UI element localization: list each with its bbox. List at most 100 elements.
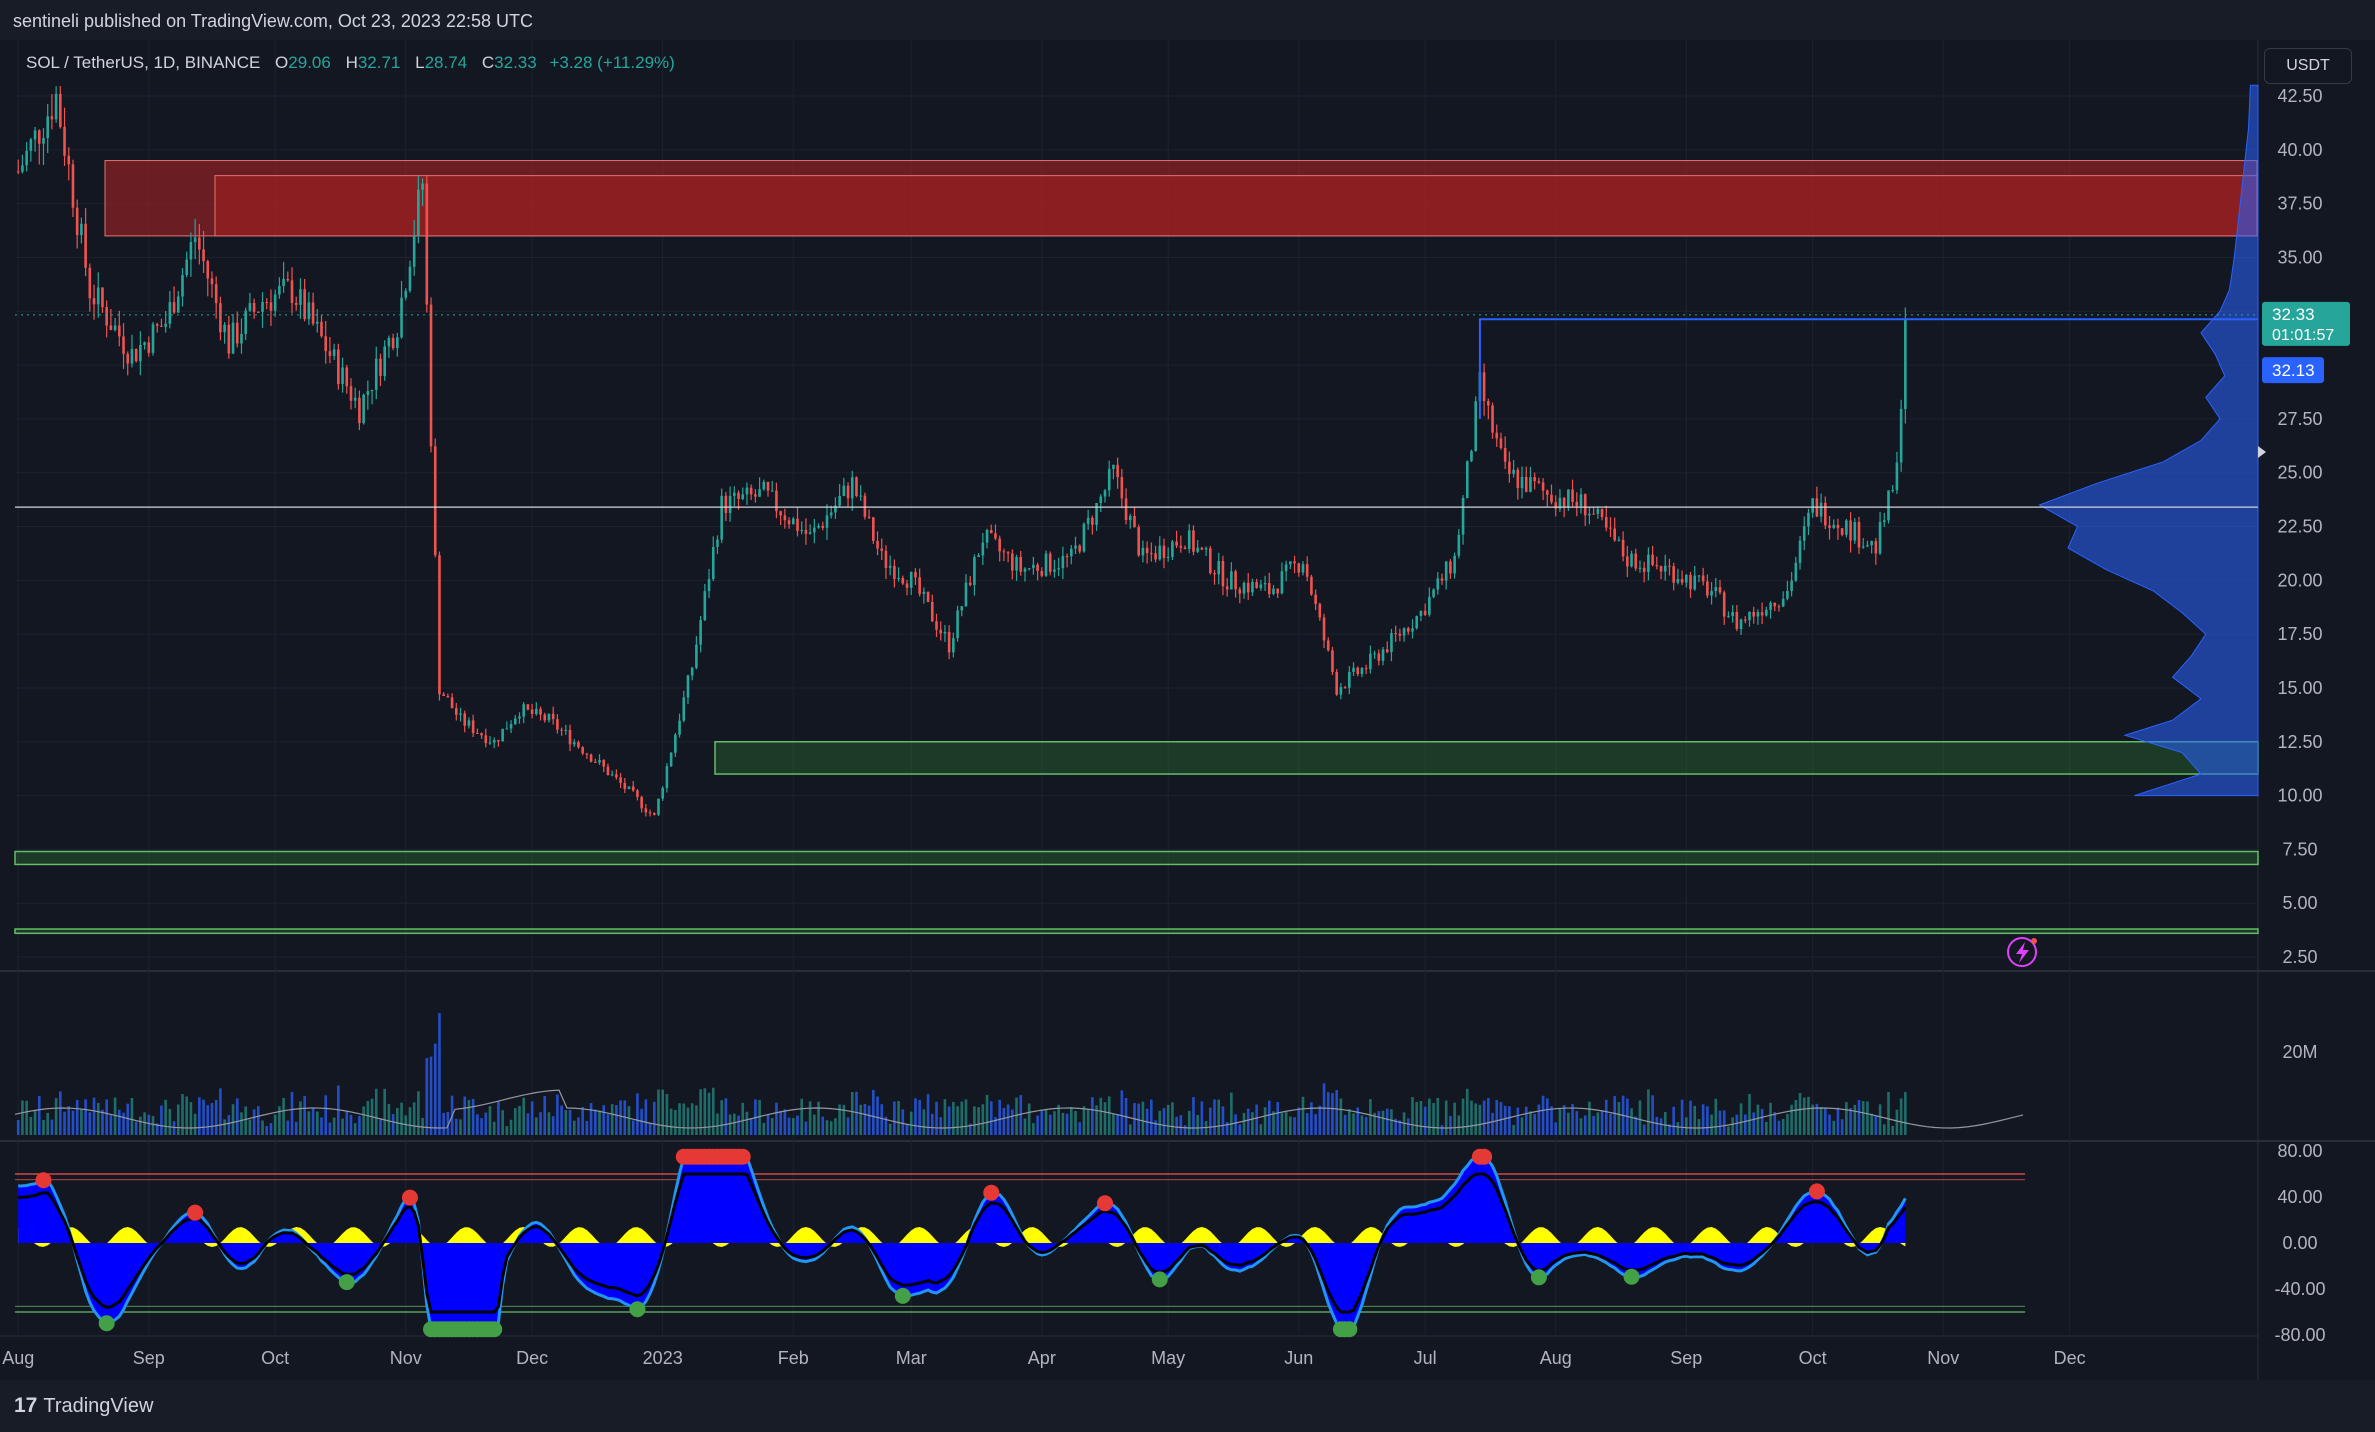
price-tick-label: 35.00 bbox=[2277, 247, 2322, 267]
volume-bar bbox=[261, 1120, 264, 1135]
volume-bar bbox=[286, 1120, 290, 1135]
volume-bar bbox=[678, 1103, 681, 1135]
candle bbox=[1659, 566, 1663, 572]
candle bbox=[876, 540, 879, 549]
volume-bar bbox=[1032, 1123, 1035, 1135]
candle bbox=[349, 386, 353, 401]
candle bbox=[724, 495, 728, 514]
candle bbox=[1562, 497, 1566, 507]
volume-bar bbox=[998, 1099, 1001, 1135]
osc-blue-area bbox=[18, 1156, 1906, 1330]
volume-bar bbox=[315, 1111, 319, 1135]
volume-bar bbox=[214, 1099, 218, 1135]
time-tick-label: Aug bbox=[2, 1348, 34, 1368]
candle bbox=[278, 286, 281, 295]
candle bbox=[1406, 628, 1410, 632]
candle bbox=[160, 325, 163, 327]
chart-svg[interactable]: 42.5040.0037.5035.0032.5030.0027.5025.00… bbox=[0, 40, 2375, 1380]
volume-bar bbox=[282, 1097, 285, 1135]
volume-bar bbox=[1339, 1098, 1343, 1135]
candle bbox=[1887, 490, 1890, 521]
volume-bar bbox=[956, 1106, 959, 1135]
volume-bar bbox=[787, 1117, 791, 1135]
volume-bar bbox=[1141, 1101, 1145, 1135]
volume-bar bbox=[1284, 1112, 1288, 1135]
volume-bar bbox=[1798, 1093, 1802, 1135]
candle bbox=[244, 310, 247, 335]
candle bbox=[50, 116, 54, 120]
tradingview-logo[interactable]: 17 TradingView bbox=[14, 1394, 153, 1418]
volume-bar bbox=[1870, 1113, 1873, 1135]
candle bbox=[1086, 517, 1090, 524]
volume-bar bbox=[307, 1111, 311, 1135]
candle bbox=[235, 322, 239, 344]
volume-bar bbox=[1819, 1107, 1823, 1135]
candle bbox=[669, 752, 673, 767]
candle bbox=[1267, 582, 1271, 595]
volume-bar bbox=[964, 1099, 968, 1135]
candle bbox=[1684, 574, 1688, 583]
candle bbox=[631, 786, 635, 791]
volume-bar bbox=[568, 1110, 572, 1135]
volume-bar bbox=[1600, 1110, 1604, 1135]
candle bbox=[1036, 564, 1039, 572]
time-tick-label: Apr bbox=[1028, 1348, 1056, 1368]
currency-button[interactable]: USDT bbox=[2264, 48, 2352, 84]
osc-buy-dot bbox=[98, 1315, 115, 1332]
candle bbox=[1769, 602, 1772, 610]
candle bbox=[1853, 521, 1857, 541]
volume-bar bbox=[476, 1114, 479, 1135]
volume-bar bbox=[762, 1122, 766, 1135]
volume-bar bbox=[151, 1116, 155, 1135]
volume-bar bbox=[1154, 1120, 1157, 1135]
volume-bar bbox=[1044, 1109, 1048, 1135]
candle bbox=[1550, 494, 1553, 503]
candle bbox=[610, 774, 614, 776]
candle bbox=[1449, 561, 1452, 574]
candle bbox=[1171, 541, 1174, 557]
volume-bar bbox=[1790, 1104, 1793, 1135]
candle bbox=[1343, 687, 1347, 689]
last-price-tag-value: 32.33 bbox=[2272, 305, 2315, 324]
candle bbox=[353, 397, 357, 401]
candle bbox=[379, 358, 382, 376]
volume-bar bbox=[1828, 1114, 1831, 1135]
candle bbox=[1592, 513, 1595, 515]
volume-bar bbox=[130, 1097, 134, 1135]
candle bbox=[1798, 540, 1802, 563]
volume-bar bbox=[690, 1103, 694, 1135]
candle bbox=[901, 577, 905, 584]
candle bbox=[1116, 464, 1119, 478]
volume-bar bbox=[240, 1112, 243, 1135]
volume-bar bbox=[37, 1095, 41, 1135]
candle bbox=[1541, 482, 1545, 491]
volume-bar bbox=[674, 1110, 677, 1135]
osc-buy-dot bbox=[1623, 1268, 1640, 1285]
candle bbox=[387, 337, 391, 347]
volume-bar bbox=[543, 1096, 547, 1135]
candle bbox=[366, 391, 370, 395]
volume-bar bbox=[1251, 1112, 1254, 1135]
candle bbox=[1777, 606, 1781, 608]
volume-bar bbox=[728, 1114, 732, 1135]
candle bbox=[1807, 512, 1810, 527]
candle bbox=[682, 697, 686, 721]
candle bbox=[905, 583, 909, 588]
candle bbox=[257, 311, 260, 313]
volume-bar bbox=[1743, 1114, 1747, 1135]
candle bbox=[1158, 545, 1162, 560]
volume-bar bbox=[1630, 1108, 1633, 1135]
candle bbox=[535, 708, 538, 714]
price-tick-label: 20.00 bbox=[2277, 570, 2322, 590]
candle bbox=[1811, 498, 1814, 513]
volume-bar bbox=[610, 1104, 614, 1135]
close-value: 32.33 bbox=[494, 53, 537, 72]
chart-area[interactable]: 42.5040.0037.5035.0032.5030.0027.5025.00… bbox=[0, 40, 2375, 1380]
candle bbox=[1512, 469, 1515, 474]
candle bbox=[1103, 490, 1107, 497]
candle bbox=[1061, 555, 1065, 569]
volume-bar bbox=[867, 1105, 871, 1135]
candle bbox=[1701, 575, 1705, 582]
candle bbox=[231, 322, 235, 354]
volume-bar bbox=[1684, 1117, 1688, 1135]
